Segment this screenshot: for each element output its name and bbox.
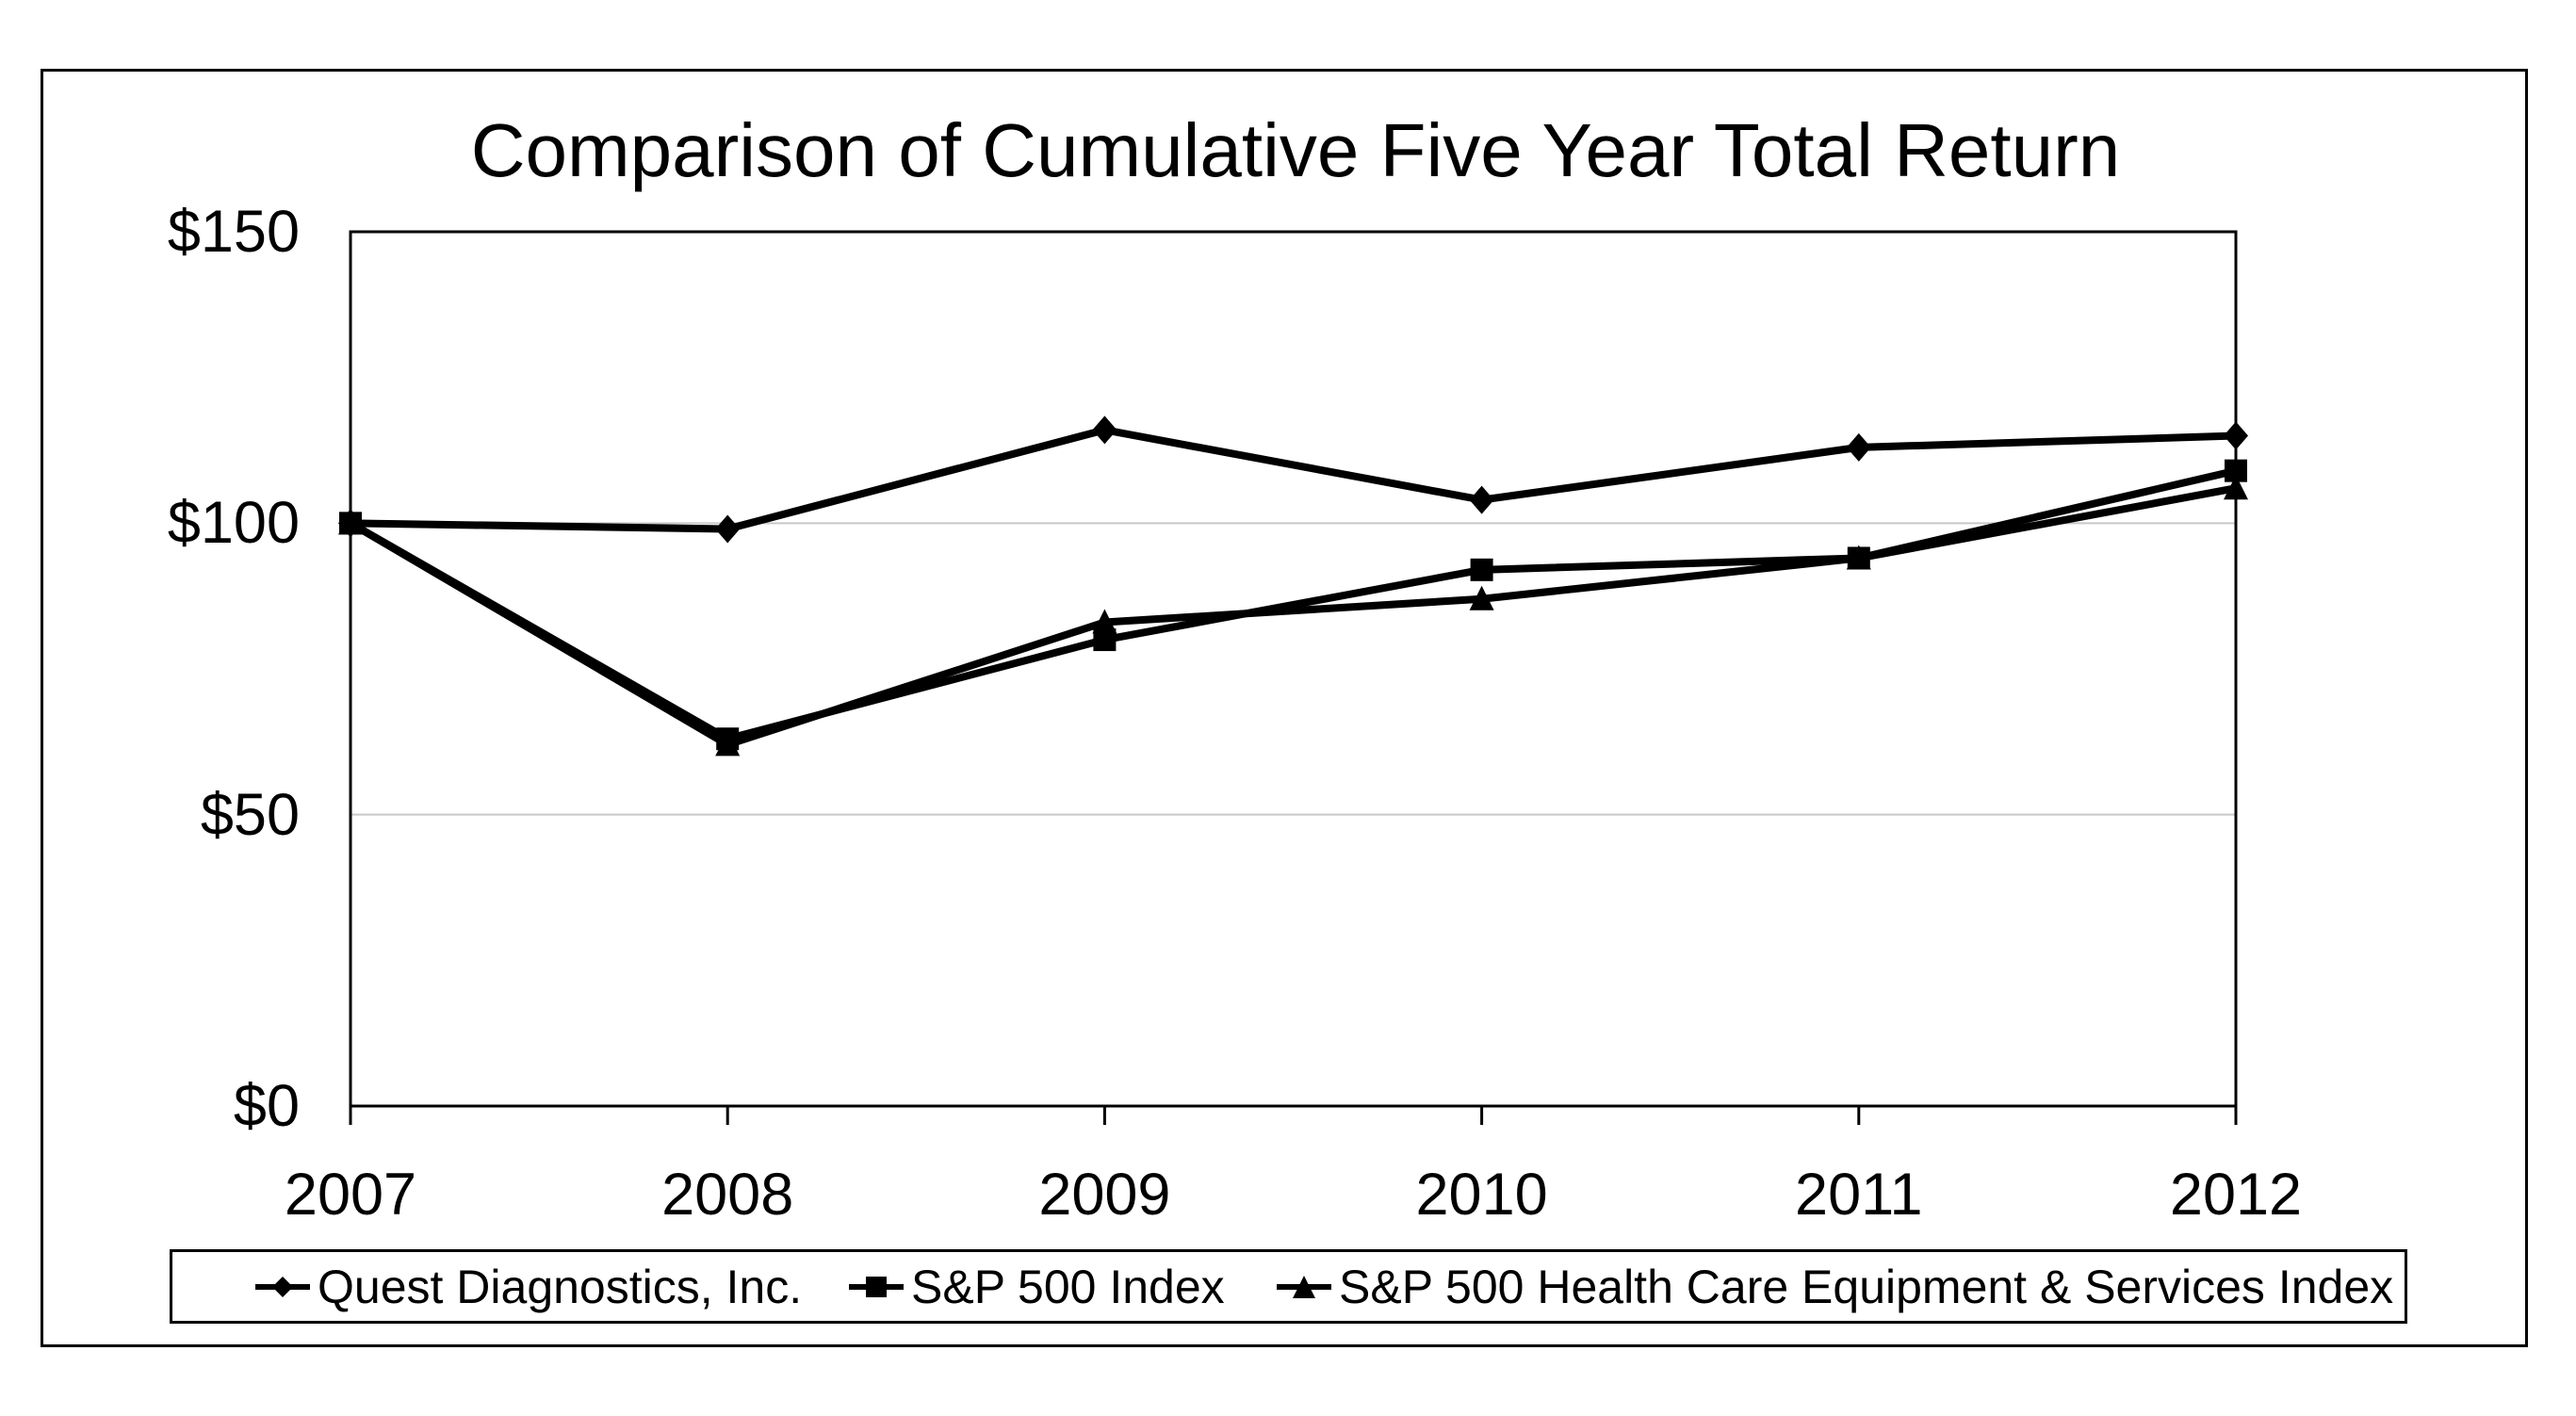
legend-label: S&P 500 Index: [911, 1260, 1225, 1313]
diamond-marker-quest-diagnostics-inc: [1469, 485, 1494, 514]
x-axis-label: 2008: [661, 1162, 794, 1228]
x-axis-label: 2009: [1038, 1162, 1171, 1228]
y-axis-label: $0: [233, 1073, 300, 1139]
triangle-marker-s-p-500-health-care-equipment-services-index: [1092, 609, 1117, 634]
legend-item-quest-diagnostics-inc: Quest Diagnostics, Inc.: [255, 1260, 802, 1314]
y-axis-label: $100: [167, 490, 300, 557]
square-marker-s-p-500-index: [2225, 459, 2247, 482]
plot-border: [349, 230, 2238, 1108]
legend-item-s-p-500-health-care-equipment-services-index: S&P 500 Health Care Equipment & Services…: [1277, 1260, 2393, 1314]
legend-label: S&P 500 Health Care Equipment & Services…: [1339, 1260, 2394, 1313]
diamond-marker-quest-diagnostics-inc: [715, 514, 741, 544]
triangle-marker-s-p-500-health-care-equipment-services-index: [1469, 585, 1494, 610]
chart-title: Comparison of Cumulative Five Year Total…: [470, 108, 2121, 192]
chart-outer-border: [41, 69, 2528, 1347]
square-marker-s-p-500-index: [1470, 558, 1493, 581]
square-legend-icon: [849, 1273, 904, 1301]
square-marker-s-p-500-index: [1093, 628, 1117, 652]
y-axis-label: $50: [200, 781, 300, 848]
diamond-marker-quest-diagnostics-inc: [1846, 432, 1871, 462]
series-line-s-p-500-index: [349, 466, 2237, 743]
diamond-marker-quest-diagnostics-inc: [2224, 421, 2248, 450]
diamond-legend-icon: [255, 1273, 310, 1301]
square-marker-s-p-500-index: [716, 727, 740, 751]
triangle-legend-icon: [1277, 1273, 1331, 1301]
x-axis-label: 2010: [1415, 1162, 1548, 1228]
x-axis-label: 2012: [2169, 1162, 2303, 1228]
square-marker-s-p-500-index: [339, 512, 362, 535]
diamond-marker-quest-diagnostics-inc: [1092, 415, 1117, 445]
legend-item-s-p-500-index: S&P 500 Index: [849, 1260, 1225, 1314]
x-axis-label: 2007: [284, 1162, 417, 1228]
square-marker-s-p-500-index: [1847, 546, 1870, 570]
x-axis-label: 2011: [1795, 1162, 1923, 1228]
legend: Quest Diagnostics, Inc. S&P 500 Index S&P …: [170, 1249, 2407, 1324]
triangle-marker-s-p-500-health-care-equipment-services-index: [2224, 475, 2248, 500]
legend-label: Quest Diagnostics, Inc.: [318, 1260, 803, 1313]
y-axis-label: $150: [167, 199, 300, 265]
series-line-quest-diagnostics-inc: [350, 426, 2237, 533]
